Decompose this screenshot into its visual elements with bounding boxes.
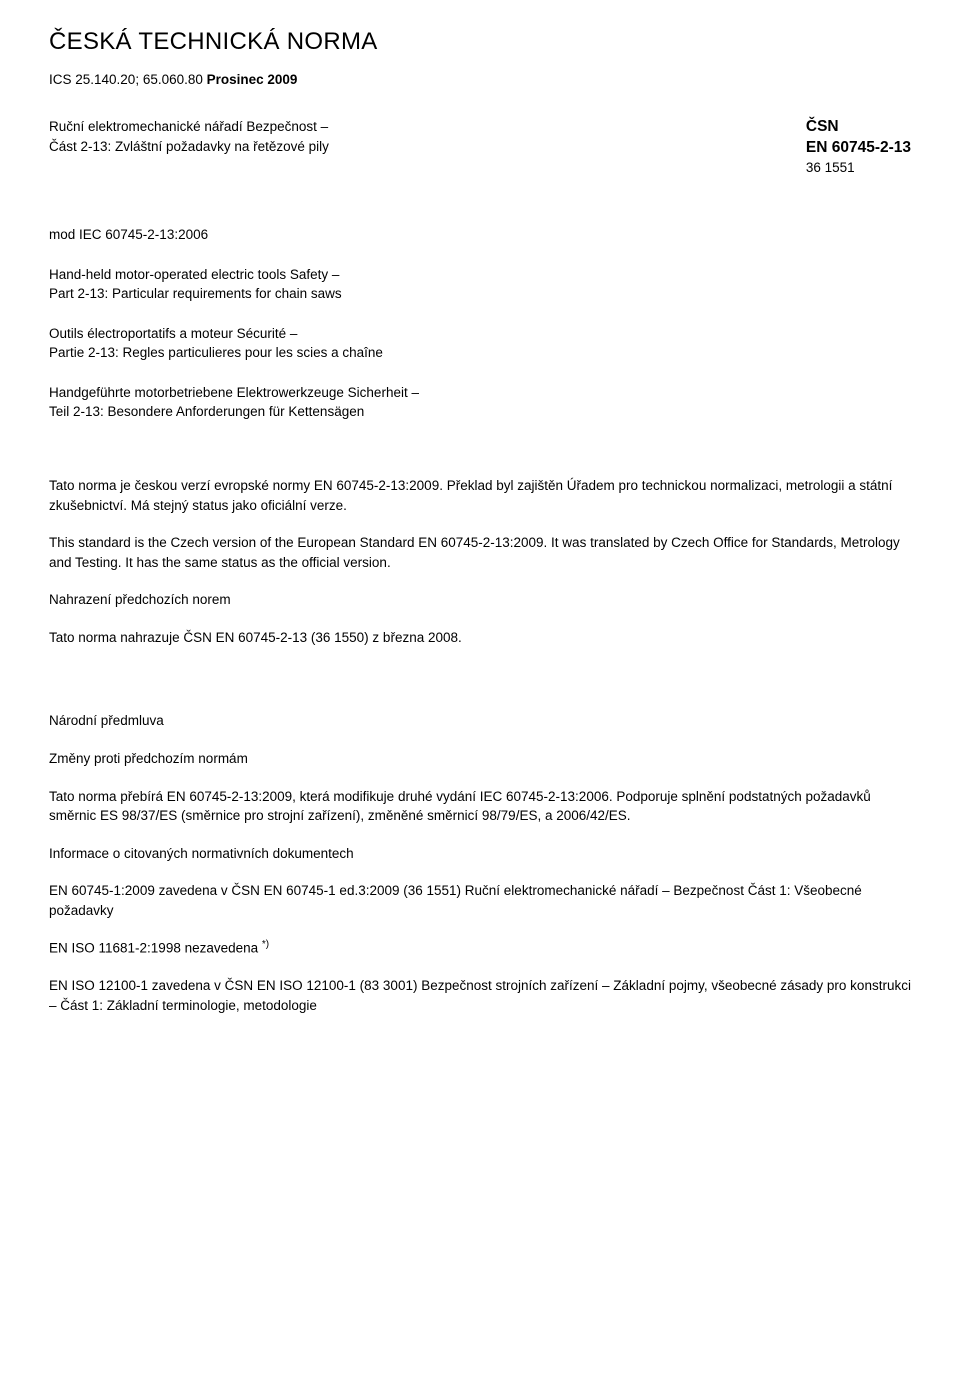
reference-2: EN ISO 11681-2:1998 nezavedena *) [49,938,911,958]
reference-2-footnote: *) [262,939,269,950]
document-page: ČESKÁ TECHNICKÁ NORMA ICS 25.140.20; 65.… [0,0,960,1074]
designation-number: EN 60745-2-13 [806,138,911,159]
standard-header-row: Ruční elektromechanické nářadí Bezpečnos… [49,117,911,177]
en-title-line1: Hand-held motor-operated electric tools … [49,267,339,282]
designation-classif: 36 1551 [806,159,911,177]
replacement-heading: Nahrazení předchozích norem [49,590,911,610]
standard-designation: ČSN EN 60745-2-13 36 1551 [806,117,911,177]
changes-text: Tato norma přebírá EN 60745-2-13:2009, k… [49,787,911,826]
version-paragraph-cz: Tato norma je českou verzí evropské norm… [49,476,911,515]
issue-date: Prosinec 2009 [207,72,298,87]
page-title: ČESKÁ TECHNICKÁ NORMA [49,28,911,56]
standard-title-cz: Ruční elektromechanické nářadí Bezpečnos… [49,117,329,156]
cz-title-line2: Část 2-13: Zvláštní požadavky na řetězov… [49,139,329,154]
replacement-text: Tato norma nahrazuje ČSN EN 60745-2-13 (… [49,628,911,648]
reference-3: EN ISO 12100-1 zavedena v ČSN EN ISO 121… [49,976,911,1015]
mod-iec-line: mod IEC 60745-2-13:2006 [49,225,911,245]
reference-1: EN 60745-1:2009 zavedena v ČSN EN 60745-… [49,881,911,920]
cz-title-line1: Ruční elektromechanické nářadí Bezpečnos… [49,119,328,134]
title-de: Handgeführte motorbetriebene Elektrowerk… [49,383,911,422]
en-title-line2: Part 2-13: Particular requirements for c… [49,286,342,301]
de-title-line1: Handgeführte motorbetriebene Elektrowerk… [49,385,419,400]
cited-docs-heading: Informace o citovaných normativních doku… [49,844,911,864]
title-fr: Outils électroportatifs a moteur Sécurit… [49,324,911,363]
fr-title-line2: Partie 2-13: Regles particulieres pour l… [49,345,383,360]
designation-csn: ČSN [806,117,911,138]
version-paragraph-en: This standard is the Czech version of th… [49,533,911,572]
national-preface-heading: Národní předmluva [49,711,911,731]
reference-2-text: EN ISO 11681-2:1998 nezavedena [49,941,262,956]
changes-heading: Změny proti předchozím normám [49,749,911,769]
ics-line: ICS 25.140.20; 65.060.80 Prosinec 2009 [49,72,911,87]
fr-title-line1: Outils électroportatifs a moteur Sécurit… [49,326,297,341]
de-title-line2: Teil 2-13: Besondere Anforderungen für K… [49,404,364,419]
title-en: Hand-held motor-operated electric tools … [49,265,911,304]
ics-text: ICS 25.140.20; 65.060.80 [49,72,207,87]
